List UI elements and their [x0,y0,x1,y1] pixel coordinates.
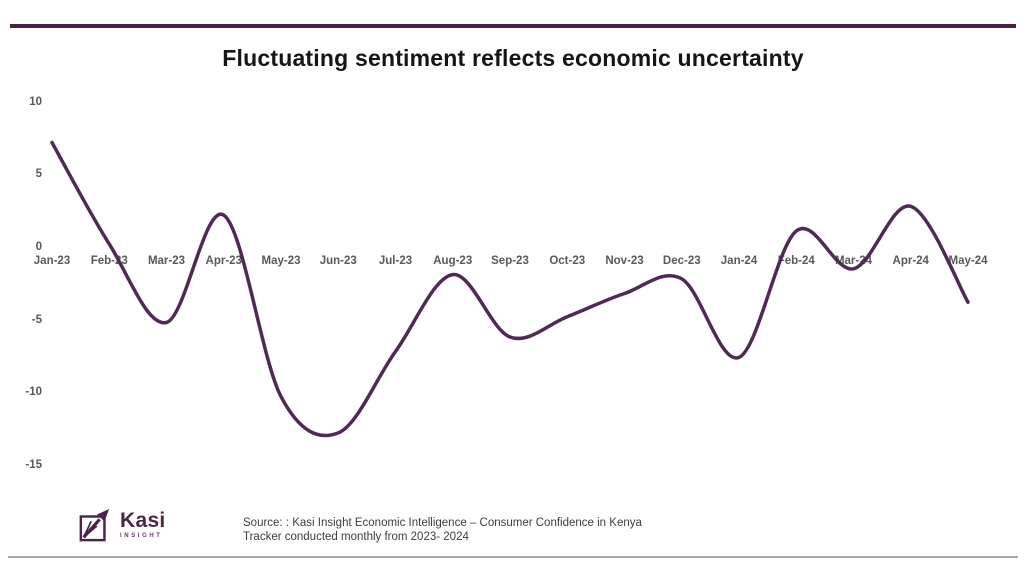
source-note: Source: : Kasi Insight Economic Intellig… [243,517,642,544]
x-axis-tick-label: Feb-24 [777,255,815,267]
y-axis-tick-label: 10 [29,95,42,108]
kasi-logo-text: Kasi INSIGHT [120,506,166,539]
x-axis-tick-label: Dec-23 [662,255,701,267]
x-axis-tick-label: Oct-23 [549,255,586,267]
x-axis-tick-label: Sep-23 [491,255,529,267]
x-axis-tick-label: Nov-23 [605,255,644,267]
brand-subtitle: INSIGHT [120,533,163,539]
x-axis-tick-label: Feb-23 [90,255,128,267]
x-axis-tick-label: Mar-23 [147,255,186,267]
x-axis-tick-label: Aug-23 [433,255,473,267]
source-line-1: Source: : Kasi Insight Economic Intellig… [243,517,642,529]
x-axis-tick-label: Jul-23 [378,255,413,267]
source-line-2: Tracker conducted monthly from 2023- 202… [243,530,469,543]
top-accent-rule [10,24,1016,28]
x-axis-tick-label: Apr-24 [892,255,929,267]
page-title: Fluctuating sentiment reflects economic … [222,45,804,71]
x-axis-tick-label: May-24 [948,255,988,267]
x-axis-tick-label: Jun-23 [319,255,357,267]
kasi-logo-arrow-icon [79,508,110,542]
x-axis-tick-label: Jan-23 [33,255,71,267]
x-axis-tick-label: May-23 [261,255,301,267]
x-axis-tick-label: Jan-24 [720,255,758,267]
y-axis-tick-label: 5 [35,168,42,181]
sentiment-line [50,140,970,438]
brand-name: Kasi [120,509,166,532]
x-axis-tick-label: Apr-23 [205,255,242,267]
y-axis-tick-label: -5 [31,313,42,326]
bottom-rule [8,556,1018,558]
y-axis-tick-label: -10 [25,386,42,399]
kasi-logo: Kasi INSIGHT [78,506,166,544]
y-axis-tick-label: -15 [25,458,42,471]
y-axis-tick-label: 0 [35,241,42,253]
x-axis-tick-label: Mar-24 [834,255,873,267]
